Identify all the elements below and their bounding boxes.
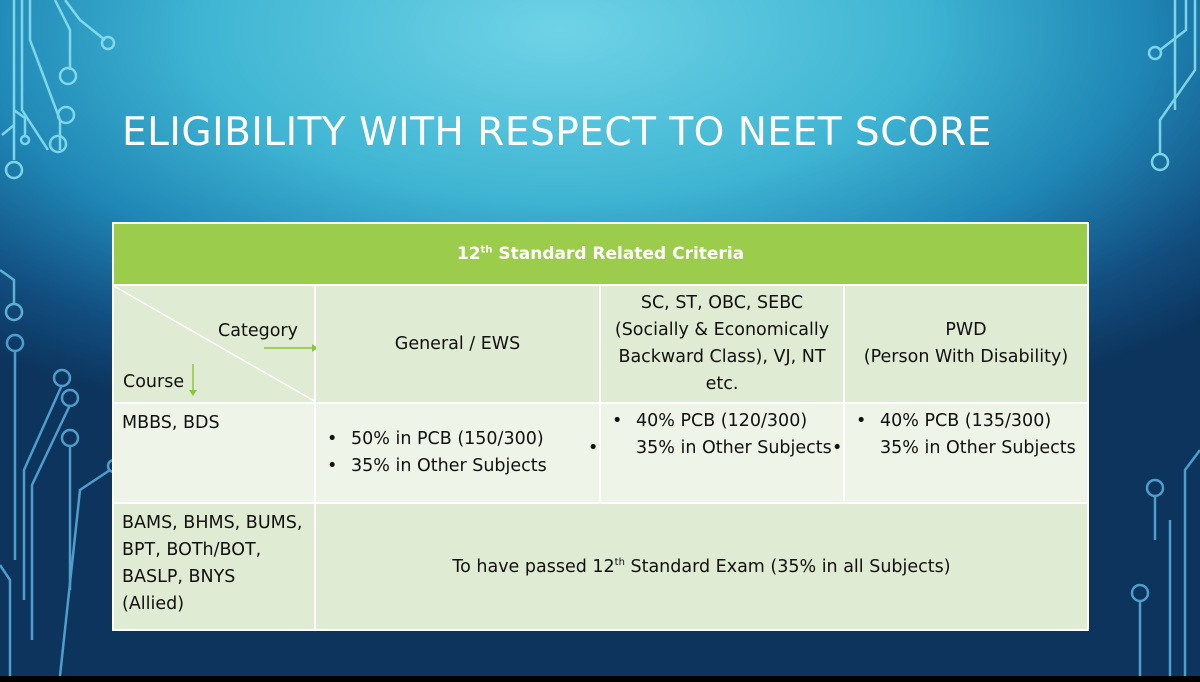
header-text-suffix: Standard Related Criteria	[492, 244, 745, 264]
column-reserved: SC, ST, OBC, SEBC (Socially & Economical…	[599, 284, 845, 404]
diagonal-and-arrows-icon	[114, 286, 316, 402]
list-item: 40% PCB (120/300)	[612, 408, 842, 435]
course-line: BAMS, BHMS, BUMS,	[122, 513, 303, 533]
list-item: 40% PCB (135/300)	[856, 408, 1086, 435]
list-item: 50% in PCB (150/300)	[327, 426, 598, 453]
eligibility-table: 12th Standard Related Criteria Category …	[112, 222, 1089, 631]
criteria-text-suffix: Standard Exam (35% in all Subjects)	[624, 556, 951, 577]
table-row: BAMS, BHMS, BUMS, BPT, BOTh/BOT, BASLP, …	[112, 502, 1089, 631]
course-line: BPT, BOTh/BOT,	[122, 540, 262, 560]
reserved-cell: 40% PCB (120/300) 35% in Other Subjects	[599, 402, 845, 504]
column-line: (Socially & Economically	[614, 320, 830, 340]
table-row: MBBS, BDS 50% in PCB (150/300) 35% in Ot…	[112, 402, 1089, 504]
column-line: (Person With Disability)	[863, 347, 1069, 367]
column-line: PWD	[945, 320, 987, 340]
column-line: SC, ST, OBC, SEBC	[640, 293, 804, 313]
course-cell: MBBS, BDS	[112, 402, 316, 504]
list-item: 35% in Other Subjects	[856, 435, 1086, 462]
header-sup: th	[480, 244, 493, 256]
pwd-cell: 40% PCB (135/300) 35% in Other Subjects	[843, 402, 1089, 504]
category-label: Category	[218, 321, 298, 341]
general-cell: 50% in PCB (150/300) 35% in Other Subjec…	[314, 402, 601, 504]
criteria-sup: th	[614, 556, 625, 568]
table-header-row: 12th Standard Related Criteria	[112, 222, 1089, 286]
list-item: 35% in Other Subjects	[612, 435, 842, 462]
criteria-text: To have passed 12	[452, 556, 615, 577]
course-line: (Allied)	[122, 594, 185, 614]
list-item: 35% in Other Subjects	[327, 453, 598, 480]
course-cell: BAMS, BHMS, BUMS, BPT, BOTh/BOT, BASLP, …	[112, 502, 316, 631]
corner-cell: Category Course	[112, 284, 316, 404]
course-line: BASLP, BNYS	[122, 567, 236, 587]
slide-title: ELIGIBILITY WITH RESPECT TO NEET SCORE	[122, 110, 992, 155]
table-header: 12th Standard Related Criteria	[112, 222, 1089, 286]
column-line: etc.	[705, 374, 739, 394]
column-general: General / EWS	[314, 284, 601, 404]
column-pwd: PWD (Person With Disability)	[843, 284, 1089, 404]
all-categories-cell: To have passed 12th Standard Exam (35% i…	[314, 502, 1089, 631]
column-line: Backward Class), VJ, NT	[618, 347, 826, 367]
header-text: 12	[456, 244, 481, 264]
category-row: Category Course General / EWS SC, ST, OB…	[112, 284, 1089, 404]
course-label: Course	[123, 372, 185, 392]
